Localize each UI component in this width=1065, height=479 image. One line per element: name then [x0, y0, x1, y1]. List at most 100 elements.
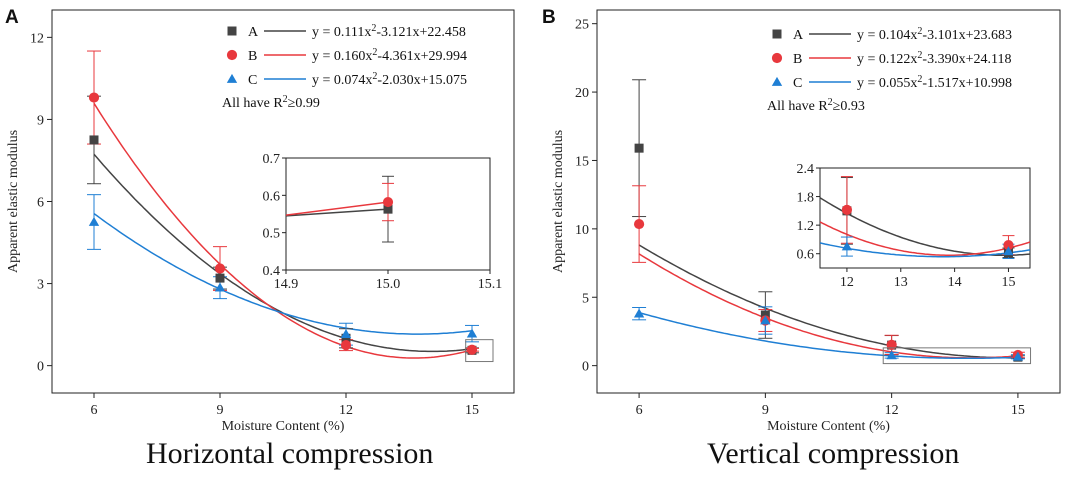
legend-marker-B	[771, 52, 783, 64]
panel-letter: B	[542, 7, 556, 28]
fit-curve-A	[638, 244, 1018, 359]
data-point-A	[215, 273, 225, 283]
fit-curve-B	[93, 102, 473, 359]
legend-name-A: A	[793, 28, 804, 43]
inset-data-point-B	[382, 196, 394, 208]
inset-y-tick-label: 0.4	[263, 264, 281, 279]
data-point-A	[634, 143, 644, 153]
inset-frame	[819, 167, 1031, 269]
legend-name-C: C	[793, 76, 802, 91]
inset-y-tick-label: 1.2	[797, 219, 815, 234]
y-tick-label: 6	[37, 196, 44, 211]
legend-marker-A	[227, 26, 237, 36]
inset-data-point-A	[383, 204, 393, 214]
legend-equation-A: y = 0.104x2-3.101x+23.683	[857, 26, 1012, 44]
data-point-B	[466, 344, 478, 355]
y-tick-label: 15	[575, 154, 589, 169]
inset-fit-curve-B	[286, 201, 389, 216]
data-point-C	[88, 216, 100, 226]
inset-curves	[820, 197, 1030, 258]
data-point-A	[89, 135, 99, 145]
caption-horizontal-compression: Horizontal compression	[146, 437, 434, 470]
inset-chart: 12 13 14 15 0.6 1.2 1.8 2.4	[797, 162, 1031, 290]
inset-data-point-C	[841, 241, 853, 251]
data-point-B	[214, 263, 226, 274]
data-point-C	[886, 350, 897, 360]
x-tick-label: 15	[465, 403, 479, 418]
inset-y-tick-label: 0.7	[263, 152, 281, 167]
inset-y-tick-label: 0.6	[263, 189, 281, 204]
inset-chart: 14.9 15.0 15.1 0.4 0.5 0.6 0.7	[263, 152, 503, 292]
y-axis-label: Apparent elastic modulus	[551, 130, 566, 273]
inset-curves	[286, 201, 389, 217]
x-axis-label: Moisture Content (%)	[767, 419, 890, 434]
inset-x-tick-label: 13	[894, 275, 908, 290]
inset-y-tick-label: 1.8	[797, 191, 815, 206]
inset-x-tick-label: 15.1	[478, 277, 503, 292]
y-tick-label: 25	[575, 18, 589, 33]
inset-x-tick-label: 14.9	[274, 277, 299, 292]
data-point-C	[760, 315, 771, 325]
x-axis-label: Moisture Content (%)	[222, 419, 345, 434]
legend-equation-C: y = 0.055x2-1.517x+10.998	[857, 74, 1012, 92]
data-point-A	[760, 310, 770, 320]
y-tick-label: 9	[37, 113, 44, 128]
inset-data-point-B	[841, 204, 853, 216]
legend-marker-C	[771, 76, 783, 86]
y-tick-label: 5	[582, 291, 589, 306]
inset-x-tick-label: 12	[840, 275, 854, 290]
data-point-B	[633, 218, 645, 230]
x-tick-label: 12	[885, 403, 899, 418]
y-tick-label: 0	[582, 360, 589, 375]
plot-frame	[596, 9, 1061, 394]
caption-vertical-compression: Vertical compression	[707, 437, 960, 470]
fit-curve-C	[93, 212, 473, 335]
data-point-C	[340, 329, 352, 339]
inset-x-tick-label: 14	[948, 275, 962, 290]
inset-x-tick-label: 15	[1001, 275, 1015, 290]
x-tick-label: 15	[1011, 403, 1025, 418]
data-point-C	[633, 308, 645, 318]
legend-name-C: C	[248, 73, 257, 88]
inset-fit-curve-A	[820, 197, 1030, 257]
legend-equation-B: y = 0.160x2-4.361x+29.994	[312, 47, 467, 65]
fit-curve-B	[638, 253, 1018, 359]
inset-y-tick-label: 2.4	[797, 162, 815, 177]
data-point-B	[340, 340, 352, 351]
data-point-A	[341, 333, 351, 343]
inset-data-point-C	[1003, 246, 1014, 256]
legend-marker-B	[226, 49, 238, 61]
data-point-B	[886, 339, 897, 350]
legend-name-B: B	[248, 49, 257, 64]
inset-fit-curve-A	[286, 208, 389, 217]
legend-marker-A	[772, 29, 782, 39]
y-tick-label: 20	[575, 86, 589, 101]
x-tick-label: 6	[91, 403, 98, 418]
x-tick-label: 6	[636, 403, 643, 418]
y-tick-label: 3	[37, 278, 44, 293]
r-squared-note: All have R2≥0.99	[222, 94, 320, 112]
data-point-C	[1012, 351, 1024, 361]
inset-fit-curve-B	[820, 221, 1030, 256]
chart-panel-B: B 6 9 12 15 0 5 10 15 20 25 Moisture Content (%) App…	[542, 7, 1061, 434]
inset-y-tick-label: 0.5	[263, 227, 281, 242]
data-point-B	[88, 92, 100, 103]
legend-equation-C: y = 0.074x2-2.030x+15.075	[312, 71, 467, 89]
legend-marker-C	[226, 73, 238, 83]
x-tick-label: 9	[217, 403, 224, 418]
legend-equation-B: y = 0.122x2-3.390x+24.118	[857, 50, 1011, 68]
legend-name-A: A	[248, 25, 259, 40]
fit-curve-C	[638, 311, 1018, 360]
y-tick-label: 10	[575, 223, 589, 238]
zoom-box	[882, 347, 1032, 365]
legend-equation-A: y = 0.111x2-3.121x+22.458	[312, 23, 466, 41]
legend-name-B: B	[793, 52, 802, 67]
y-tick-label: 12	[30, 31, 44, 46]
r-squared-note: All have R2≥0.93	[767, 97, 865, 115]
inset-data-point-B	[1003, 240, 1014, 251]
inset-y-tick-label: 0.6	[797, 248, 815, 263]
y-tick-label: 0	[37, 360, 44, 375]
